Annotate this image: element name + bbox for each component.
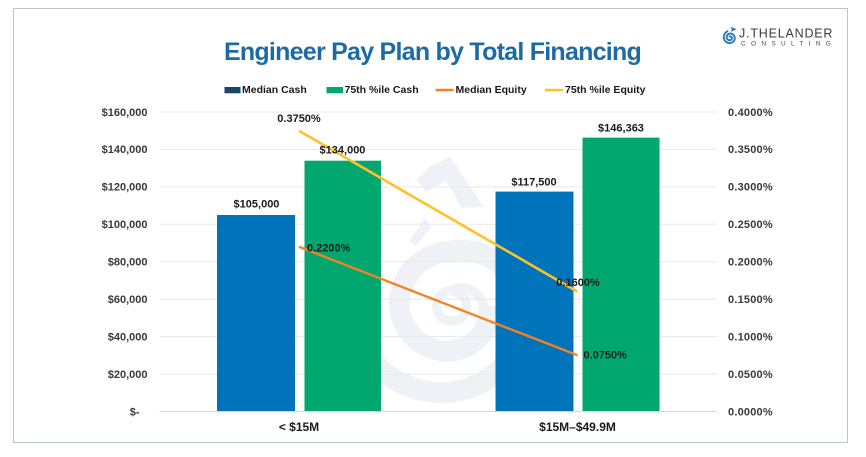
svg-text:$60,000: $60,000 xyxy=(108,294,148,306)
svg-text:0.1000%: 0.1000% xyxy=(728,331,773,343)
svg-text:$-: $- xyxy=(130,406,140,418)
svg-text:$40,000: $40,000 xyxy=(108,331,148,343)
svg-text:Median Cash: Median Cash xyxy=(242,84,307,96)
svg-text:0.2500%: 0.2500% xyxy=(728,219,773,231)
svg-text:75th %ile Equity: 75th %ile Equity xyxy=(565,84,646,96)
svg-text:0.4000%: 0.4000% xyxy=(728,107,773,119)
svg-text:$100,000: $100,000 xyxy=(102,219,148,231)
svg-text:$105,000: $105,000 xyxy=(234,199,280,211)
svg-text:$146,363: $146,363 xyxy=(598,122,644,134)
svg-text:$120,000: $120,000 xyxy=(102,182,148,194)
svg-text:0.3750%: 0.3750% xyxy=(277,113,321,125)
svg-text:0.2000%: 0.2000% xyxy=(728,257,773,269)
svg-text:0.2200%: 0.2200% xyxy=(307,243,351,255)
svg-text:75th %ile Cash: 75th %ile Cash xyxy=(345,84,419,96)
svg-text:0.0750%: 0.0750% xyxy=(584,350,628,362)
svg-text:$80,000: $80,000 xyxy=(108,257,148,269)
svg-text:$117,500: $117,500 xyxy=(511,177,556,189)
svg-text:0.0500%: 0.0500% xyxy=(728,369,773,381)
svg-text:0.1600%: 0.1600% xyxy=(556,277,600,289)
svg-text:$15M–$49.9M: $15M–$49.9M xyxy=(539,420,616,434)
svg-text:$20,000: $20,000 xyxy=(108,369,148,381)
svg-text:Median Equity: Median Equity xyxy=(456,84,527,96)
svg-text:0.0000%: 0.0000% xyxy=(728,406,773,418)
svg-text:$140,000: $140,000 xyxy=(102,144,148,156)
svg-text:CONSULTING: CONSULTING xyxy=(741,41,836,48)
svg-text:< $15M: < $15M xyxy=(279,420,319,434)
svg-text:J.THELANDER: J.THELANDER xyxy=(739,27,833,41)
svg-text:0.3500%: 0.3500% xyxy=(728,144,773,156)
svg-text:0.3000%: 0.3000% xyxy=(728,182,773,194)
svg-text:Engineer Pay Plan by Total Fin: Engineer Pay Plan by Total Financing xyxy=(224,38,641,66)
svg-text:$134,000: $134,000 xyxy=(320,145,366,157)
svg-text:0.1500%: 0.1500% xyxy=(728,294,773,306)
svg-text:$160,000: $160,000 xyxy=(102,107,148,119)
